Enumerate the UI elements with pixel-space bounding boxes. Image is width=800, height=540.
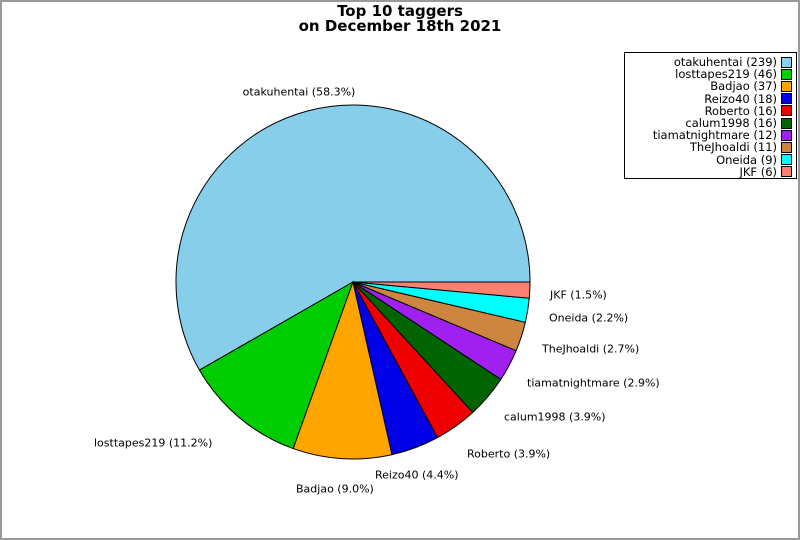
pie-slice-losttapes219	[198, 280, 354, 450]
pie-slice-Badjao	[292, 280, 393, 460]
chart-title-line1: Top 10 taggers	[337, 2, 463, 20]
pie-slice-otakuhentai	[175, 104, 531, 371]
legend-label: Badjao (37)	[710, 79, 777, 94]
legend-label: calum1998 (16)	[685, 116, 777, 131]
color-swatch	[781, 117, 792, 129]
legend-rows: otakuhentai (239) losttapes219 (46) Badjao…	[627, 56, 792, 178]
slice-label: Reizo40 (4.4%)	[375, 468, 459, 482]
color-swatch	[781, 56, 792, 68]
color-swatch	[781, 141, 792, 153]
legend-label: TheJhoaldi (11)	[689, 140, 777, 155]
color-swatch	[781, 154, 792, 166]
slice-label: TheJhoaldi (2.7%)	[542, 342, 640, 356]
legend-row: Oneida (9)	[627, 154, 792, 166]
legend-label: otakuhentai (239)	[673, 55, 777, 70]
slice-label: Oneida (2.2%)	[549, 311, 629, 325]
color-swatch	[781, 166, 792, 178]
slice-label: Badjao (9.0%)	[296, 482, 374, 496]
pie-slice-JKF	[352, 281, 531, 299]
legend-row: tiamatnightmare (12)	[627, 129, 792, 141]
legend-label: Oneida (9)	[716, 152, 777, 167]
color-swatch	[781, 129, 792, 141]
slice-label: otakuhentai (58.3%)	[242, 85, 356, 99]
legend-row: JKF (6)	[627, 166, 792, 178]
legend-row: otakuhentai (239)	[627, 56, 792, 68]
color-swatch	[781, 105, 792, 117]
legend-row: Roberto (16)	[627, 105, 792, 117]
chart-title: Top 10 taggers on December 18th 2021	[2, 4, 798, 34]
legend-label: JKF (6)	[739, 164, 778, 179]
legend-label: Roberto (16)	[704, 103, 777, 118]
chart-title-line2: on December 18th 2021	[298, 17, 502, 35]
color-swatch	[781, 93, 792, 105]
color-swatch	[781, 80, 792, 92]
legend-label: tiamatnightmare (12)	[652, 128, 777, 143]
color-swatch	[781, 68, 792, 80]
legend-row: calum1998 (16)	[627, 117, 792, 129]
slice-label: tiamatnightmare (2.9%)	[527, 376, 660, 390]
legend-label: Reizo40 (18)	[704, 91, 777, 106]
legend: otakuhentai (239) losttapes219 (46) Badjao…	[624, 52, 797, 179]
legend-row: TheJhoaldi (11)	[627, 141, 792, 153]
slice-label: JKF (1.5%)	[550, 288, 607, 302]
legend-row: Badjao (37)	[627, 80, 792, 92]
legend-row: losttapes219 (46)	[627, 68, 792, 80]
legend-row: Reizo40 (18)	[627, 93, 792, 105]
slice-label: calum1998 (3.9%)	[504, 410, 606, 424]
slice-label: losttapes219 (11.2%)	[94, 436, 213, 450]
slice-label: Roberto (3.9%)	[467, 447, 551, 461]
legend-label: losttapes219 (46)	[675, 67, 777, 82]
